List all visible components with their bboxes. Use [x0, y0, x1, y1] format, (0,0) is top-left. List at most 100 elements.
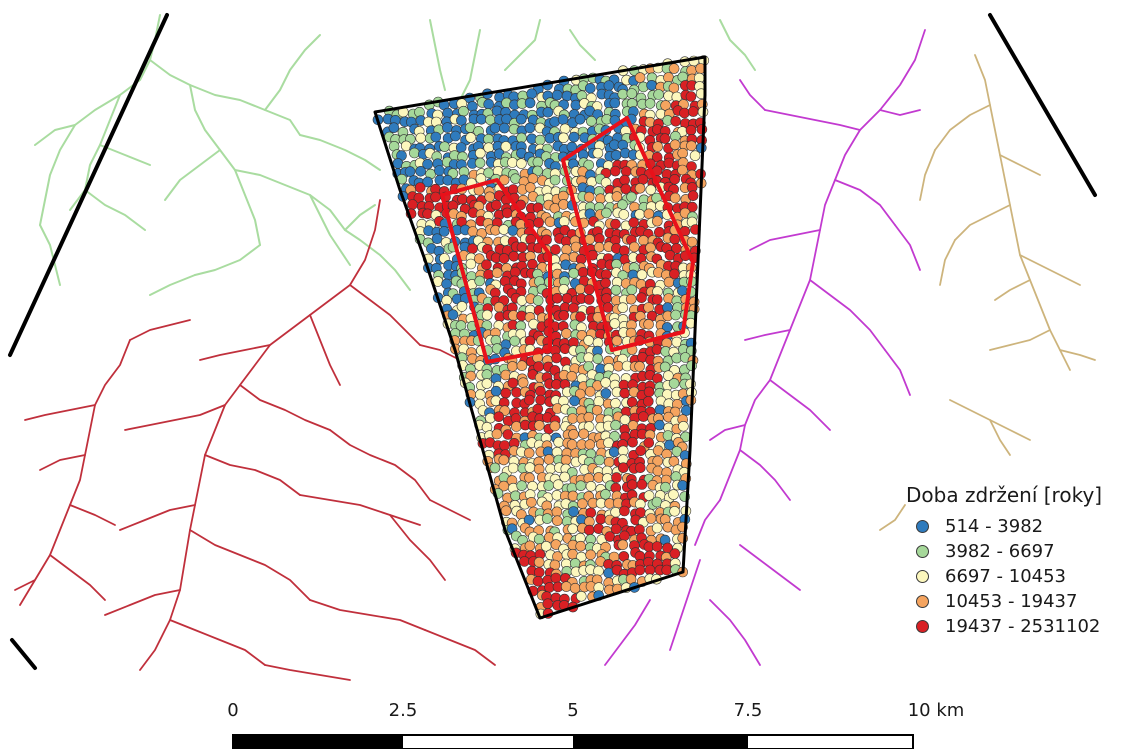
retention-point — [516, 158, 527, 169]
retention-point — [685, 124, 697, 136]
retention-point — [638, 411, 649, 422]
retention-point — [559, 343, 571, 355]
retention-point — [618, 209, 630, 220]
retention-point — [663, 276, 675, 288]
retention-point — [434, 165, 445, 176]
retention-point — [542, 107, 554, 118]
retention-point — [473, 253, 485, 265]
retention-point — [585, 549, 596, 561]
retention-point — [534, 134, 546, 146]
retention-point — [519, 556, 530, 567]
legend-swatch-icon — [916, 570, 929, 583]
retention-point — [490, 385, 502, 397]
retention-point — [455, 142, 467, 153]
retention-point — [491, 428, 503, 440]
retention-point — [575, 590, 587, 602]
retention-point — [568, 302, 579, 314]
retention-point — [500, 505, 512, 517]
retention-point — [634, 462, 646, 474]
retention-point — [560, 581, 572, 592]
retention-point — [603, 456, 615, 468]
retention-point — [617, 539, 629, 551]
legend-swatch-icon — [916, 545, 929, 558]
retention-point — [567, 490, 579, 502]
retention-point — [388, 122, 400, 133]
retention-point — [483, 98, 495, 110]
retention-point — [533, 566, 545, 578]
retention-point — [608, 446, 620, 458]
retention-point — [679, 107, 690, 119]
retention-point — [524, 462, 536, 473]
retention-point — [668, 63, 680, 74]
retention-point — [490, 199, 502, 211]
retention-point — [660, 481, 671, 493]
retention-point — [467, 243, 478, 254]
retention-point — [574, 388, 586, 400]
retention-point — [687, 190, 699, 201]
retention-point — [415, 132, 427, 144]
retention-point — [686, 140, 697, 152]
retention-point — [677, 480, 688, 491]
retention-point — [643, 490, 655, 501]
retention-point — [559, 471, 571, 483]
retention-point — [659, 133, 671, 144]
retention-point — [481, 378, 493, 389]
retention-point — [414, 182, 426, 193]
retention-point — [619, 530, 630, 542]
retention-point — [586, 115, 597, 127]
retention-point — [619, 505, 630, 517]
retention-point — [645, 184, 657, 196]
legend-swatch-icon — [916, 520, 929, 533]
retention-point — [600, 488, 611, 500]
retention-point — [595, 513, 607, 525]
retention-point — [626, 284, 638, 296]
retention-point — [568, 506, 579, 517]
retention-point — [543, 480, 555, 491]
retention-point — [558, 132, 569, 144]
retention-point — [493, 411, 505, 423]
retention-point — [507, 377, 519, 389]
retention-point — [558, 216, 570, 227]
legend-item-class-3: 6697 - 10453 — [906, 564, 1126, 589]
retention-point — [516, 295, 528, 306]
retention-point — [543, 454, 555, 465]
retention-point — [637, 174, 649, 185]
retention-point — [669, 505, 680, 517]
retention-point — [442, 122, 453, 133]
retention-point — [557, 114, 569, 125]
retention-point — [467, 226, 479, 237]
retention-point — [532, 295, 544, 306]
protection-zones — [440, 116, 695, 364]
retention-point — [526, 88, 538, 99]
retention-point — [516, 480, 528, 492]
retention-point — [532, 156, 544, 168]
retention-point — [627, 436, 638, 448]
retention-point — [544, 216, 556, 228]
retention-point — [643, 437, 655, 449]
legend-swatch-icon — [916, 595, 929, 608]
green-stream-network — [34, 14, 756, 296]
retention-point — [577, 498, 588, 510]
retention-point — [524, 122, 536, 134]
retention-point — [422, 176, 434, 188]
retention-point — [594, 454, 605, 466]
retention-point — [508, 250, 520, 262]
retention-point — [610, 149, 622, 161]
retention-point — [620, 166, 632, 177]
retention-point — [583, 335, 595, 346]
retention-point — [668, 378, 680, 389]
retention-point — [541, 513, 553, 524]
retention-point — [552, 479, 564, 491]
retention-point — [438, 226, 450, 237]
retention-point — [593, 565, 604, 577]
retention-point — [610, 523, 622, 535]
retention-point — [465, 132, 477, 143]
protection-zone-right — [561, 116, 695, 352]
retention-point — [551, 352, 562, 364]
retention-point — [680, 405, 692, 416]
legend-item-class-2: 3982 - 6697 — [906, 539, 1126, 564]
retention-point — [585, 480, 597, 492]
retention-point — [651, 344, 663, 355]
